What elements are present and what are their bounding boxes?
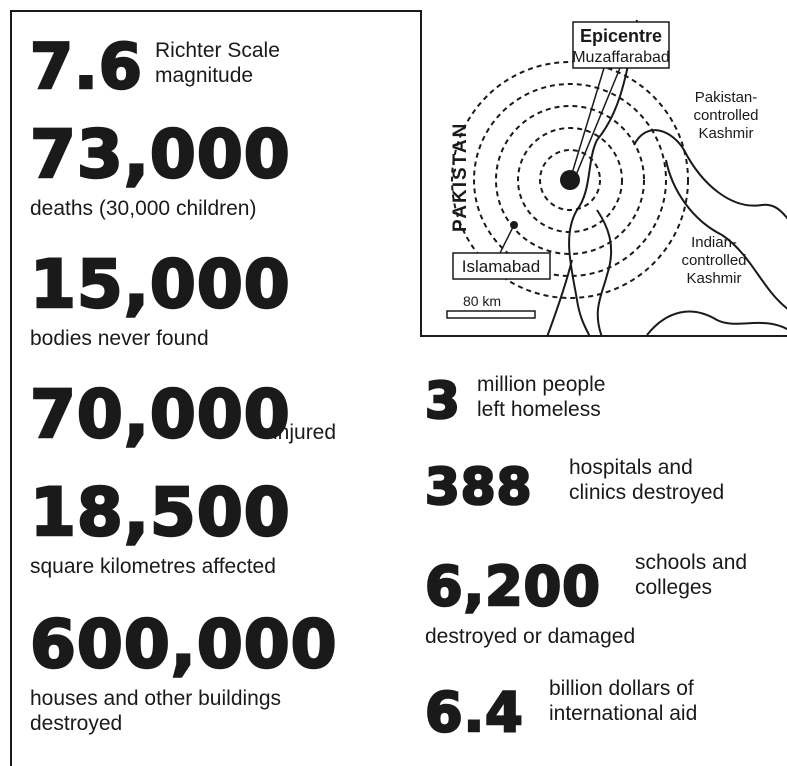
stat-hospitals: 388 hospitals and clinics destroyed [424, 456, 724, 516]
epicentre-title: Epicentre [580, 26, 662, 46]
border-line [646, 310, 787, 335]
stat-number: 600,000 [29, 606, 338, 683]
region-label-indian-kashmir-1: Indian- [691, 234, 737, 251]
epicentre-label-box [572, 21, 670, 69]
border-line [665, 159, 787, 310]
impact-ring [495, 105, 645, 255]
stat-homeless: 3 million people left homeless [424, 372, 606, 430]
stat-number: 73,000 [29, 116, 291, 193]
stat-label: injured [273, 421, 337, 444]
epicentre-dot [560, 170, 580, 190]
stat-label-continued: destroyed or damaged [425, 625, 636, 648]
epicentre-pointer [573, 67, 621, 181]
river-line [596, 209, 613, 335]
river-line [568, 19, 638, 335]
stat-deaths: 73,000 deaths (30,000 children) [29, 116, 291, 221]
map-svg: Epicentre Muzaffarabad PAKISTAN Pakistan… [446, 19, 787, 335]
top-border [10, 10, 787, 12]
impact-ring [473, 83, 667, 277]
stat-label: Richter Scale magnitude [155, 39, 280, 88]
border-line [633, 129, 787, 220]
stat-number: 6,200 [424, 555, 601, 618]
region-label-indian-kashmir-3: Kashmir [686, 270, 741, 287]
stat-buildings-destroyed: 600,000 houses and other buildings destr… [29, 606, 338, 736]
stat-label: bodies never found [30, 327, 209, 350]
region-label-pakistan-kashmir-1: Pakistan- [695, 89, 758, 106]
stat-label: square kilometres affected [30, 555, 276, 578]
stat-label: million people left homeless [477, 373, 606, 422]
city-pointer [499, 224, 515, 254]
stat-number: 7.6 [29, 30, 143, 103]
stat-injured: 70,000 injured [29, 376, 336, 453]
stat-number: 15,000 [29, 246, 291, 323]
stat-number: 6.4 [424, 681, 524, 744]
stat-number: 388 [424, 458, 533, 516]
stat-label: billion dollars of international aid [549, 677, 698, 726]
stat-number: 18,500 [29, 474, 291, 551]
region-label-pakistan-kashmir-3: Kashmir [698, 125, 753, 142]
city-label-islamabad: Islamabad [462, 257, 540, 276]
scale-label: 80 km [463, 293, 501, 309]
stat-label: schools and colleges [635, 551, 748, 600]
epicentre-pointer [569, 67, 605, 181]
left-border [10, 10, 12, 766]
impact-ring [451, 61, 689, 299]
impact-ring [539, 149, 601, 211]
stat-label: houses and other buildings destroyed [30, 687, 282, 736]
stat-number: 3 [424, 372, 461, 430]
city-dot-islamabad [510, 221, 518, 229]
river-line [546, 259, 573, 335]
stat-label: hospitals and clinics destroyed [569, 456, 725, 505]
stat-area-affected: 18,500 square kilometres affected [29, 474, 291, 579]
city-label-box [452, 252, 551, 280]
stat-label: deaths (30,000 children) [30, 197, 257, 220]
epicentre-place: Muzaffarabad [572, 49, 670, 66]
country-label-pakistan: PAKISTAN [450, 122, 471, 232]
stat-magnitude: 7.6 Richter Scale magnitude [29, 30, 280, 103]
stat-aid: 6.4 billion dollars of international aid [424, 677, 698, 744]
stat-schools: 6,200 schools and colleges destroyed or … [424, 551, 747, 648]
earthquake-map: Epicentre Muzaffarabad PAKISTAN Pakistan… [420, 10, 787, 337]
region-label-pakistan-kashmir-2: controlled [693, 107, 758, 124]
stat-number: 70,000 [29, 376, 291, 453]
scale-bar [446, 310, 536, 319]
region-label-indian-kashmir-2: controlled [681, 252, 746, 269]
impact-ring [517, 127, 623, 233]
stat-bodies-missing: 15,000 bodies never found [29, 246, 291, 351]
impact-rings [451, 61, 689, 299]
